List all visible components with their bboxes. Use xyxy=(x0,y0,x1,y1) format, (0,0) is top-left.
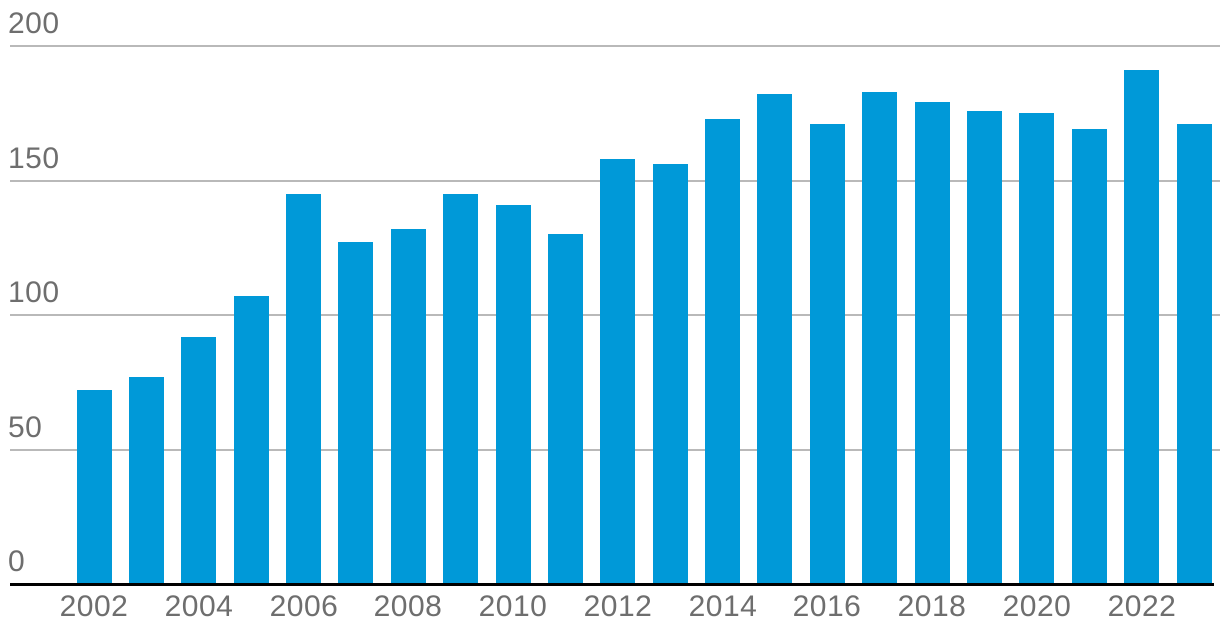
x-tick-label-2006: 2006 xyxy=(269,590,339,623)
bar-2008 xyxy=(391,229,426,583)
y-tick-label-150: 150 xyxy=(8,142,60,175)
bar-2007 xyxy=(338,242,373,583)
gridline-200 xyxy=(10,45,1220,47)
bar-2018 xyxy=(915,102,950,583)
bar-2019 xyxy=(967,111,1002,583)
bar-2005 xyxy=(234,296,269,583)
bar-2021 xyxy=(1072,129,1107,583)
y-tick-label-50: 50 xyxy=(8,411,43,444)
x-tick-label-2022: 2022 xyxy=(1107,590,1177,623)
bar-2006 xyxy=(286,194,321,583)
x-tick-label-2016: 2016 xyxy=(792,590,862,623)
y-tick-label-0: 0 xyxy=(8,545,26,578)
x-tick-label-2002: 2002 xyxy=(59,590,129,623)
bar-2010 xyxy=(496,205,531,583)
x-tick-label-2014: 2014 xyxy=(688,590,758,623)
x-tick-label-2018: 2018 xyxy=(897,590,967,623)
bar-2004 xyxy=(181,337,216,583)
bar-2020 xyxy=(1019,113,1054,583)
bar-2003 xyxy=(129,377,164,583)
bar-2015 xyxy=(757,94,792,583)
y-tick-label-200: 200 xyxy=(8,7,60,40)
x-axis-line xyxy=(10,583,1214,586)
x-tick-label-2008: 2008 xyxy=(373,590,443,623)
x-tick-label-2020: 2020 xyxy=(1002,590,1072,623)
x-tick-label-2010: 2010 xyxy=(478,590,548,623)
bar-2002 xyxy=(77,390,112,583)
bar-2012 xyxy=(600,159,635,583)
x-tick-label-2004: 2004 xyxy=(164,590,234,623)
bar-2017 xyxy=(862,92,897,583)
bar-2023 xyxy=(1177,124,1212,583)
bar-2013 xyxy=(653,164,688,583)
x-tick-label-2012: 2012 xyxy=(583,590,653,623)
y-tick-label-100: 100 xyxy=(8,276,60,309)
bar-2016 xyxy=(810,124,845,583)
bar-2011 xyxy=(548,234,583,583)
bar-2022 xyxy=(1124,70,1159,583)
bar-2014 xyxy=(705,119,740,583)
bar-2009 xyxy=(443,194,478,583)
